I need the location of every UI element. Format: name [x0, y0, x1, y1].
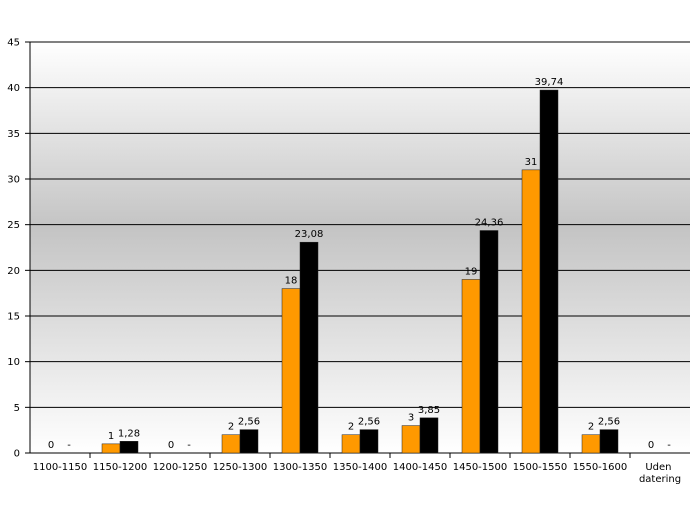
x-tick-label: 1500-1550 [513, 462, 568, 473]
bar [521, 169, 541, 454]
x-tick-label: Uden datering [639, 462, 681, 485]
bar [401, 425, 421, 454]
x-tick-label: 1550-1600 [573, 462, 628, 473]
data-label: 2,56 [358, 417, 380, 428]
plot-area [30, 42, 690, 453]
data-label: 2 [588, 422, 594, 433]
data-label: - [187, 440, 191, 451]
bar [599, 429, 619, 454]
x-tick-label: 1200-1250 [153, 462, 208, 473]
bar [221, 434, 241, 454]
data-label: 1,28 [118, 428, 140, 439]
bar [281, 288, 301, 454]
data-label: 0 [168, 440, 174, 451]
x-tick-label: 1250-1300 [213, 462, 268, 473]
data-label: 2 [228, 422, 234, 433]
y-tick-label: 0 [14, 449, 20, 460]
y-tick-label: 25 [7, 220, 20, 231]
x-tick-label: 1450-1500 [453, 462, 508, 473]
data-label: 0 [48, 440, 54, 451]
y-tick-label: 40 [7, 83, 20, 94]
data-label: 3,85 [418, 405, 440, 416]
x-tick-label: 1150-1200 [93, 462, 148, 473]
y-tick-label: 15 [7, 312, 20, 323]
x-tick-label: 1400-1450 [393, 462, 448, 473]
data-label: 0 [648, 440, 654, 451]
x-tick-label: 1100-1150 [33, 462, 88, 473]
data-label: - [67, 440, 71, 451]
data-label: 3 [408, 413, 414, 424]
data-label: 39,74 [535, 77, 564, 88]
data-label: 18 [285, 276, 298, 287]
y-tick-label: 45 [7, 38, 20, 49]
y-tick-label: 5 [14, 403, 20, 414]
data-label: 2 [348, 422, 354, 433]
y-tick-label: 30 [7, 175, 20, 186]
x-tick-label-line: datering [639, 474, 681, 485]
bar [101, 443, 121, 454]
data-label: 2,56 [598, 417, 620, 428]
y-tick-label: 10 [7, 357, 20, 368]
data-label: 1 [108, 431, 114, 442]
data-label: 23,08 [295, 229, 324, 240]
bar [461, 279, 481, 454]
bar [341, 434, 361, 454]
x-tick-label: 1350-1400 [333, 462, 388, 473]
data-label: 19 [465, 266, 478, 277]
y-tick-label: 35 [7, 129, 20, 140]
bar [239, 429, 259, 454]
bar [119, 441, 139, 454]
bar [419, 417, 439, 454]
bar [581, 434, 601, 454]
bar [539, 89, 559, 454]
x-tick-label-line: Uden [645, 462, 674, 473]
bar [479, 230, 499, 454]
data-label: - [667, 440, 671, 451]
data-label: 2,56 [238, 417, 260, 428]
bar [359, 429, 379, 454]
y-tick-label: 20 [7, 266, 20, 277]
data-label: 31 [525, 157, 538, 168]
data-label: 24,36 [475, 218, 504, 229]
bar [299, 241, 319, 454]
x-tick-label: 1300-1350 [273, 462, 328, 473]
